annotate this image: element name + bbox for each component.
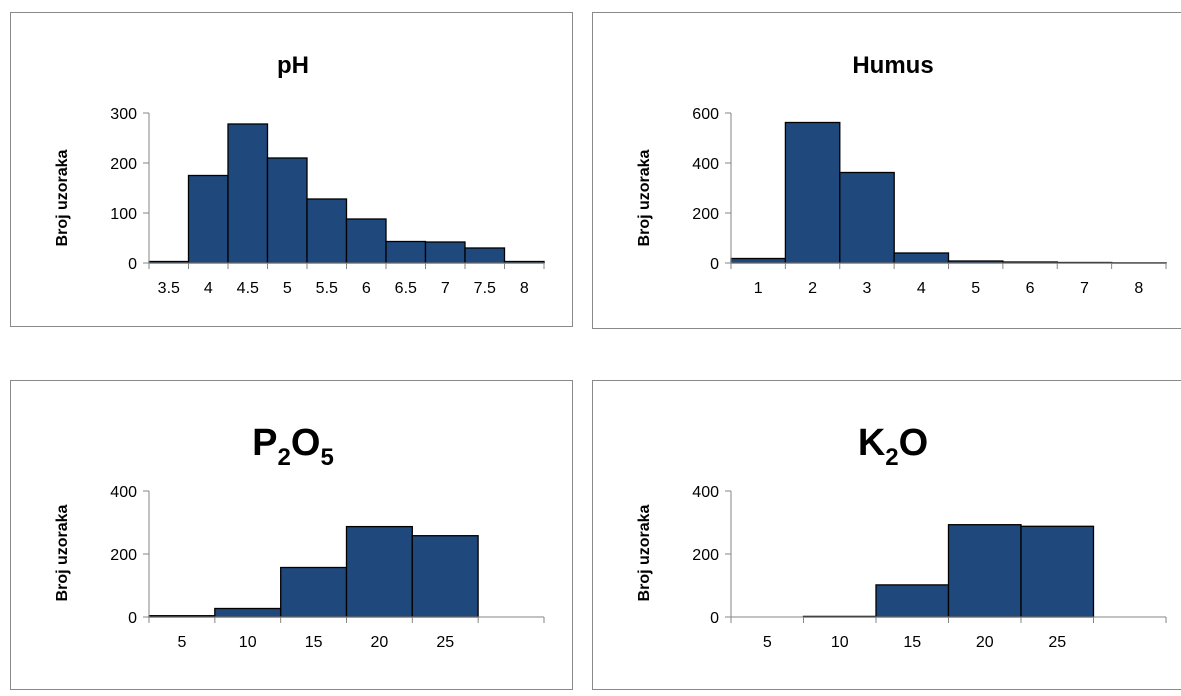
title-main: O (291, 422, 321, 464)
bar (307, 199, 347, 263)
x-tick-label: 4 (204, 280, 213, 297)
y-tick-label: 0 (128, 256, 137, 273)
y-tick-label: 400 (692, 156, 719, 173)
x-tick-label: 25 (1048, 634, 1066, 651)
chart-k2o: K2O Broj uzoraka 0 200 400 5 10 15 20 25 (593, 381, 1181, 691)
chart-title: P2O5 (252, 422, 334, 471)
bar (465, 248, 505, 263)
x-tick-label: 5 (763, 634, 772, 651)
bar (228, 124, 268, 263)
title-subscript: 2 (885, 444, 898, 471)
y-tick-label: 400 (692, 484, 719, 501)
x-tick-label: 6 (1026, 280, 1035, 297)
title-subscript: 5 (320, 444, 333, 471)
x-tick-label: 8 (1134, 280, 1143, 297)
y-axis-label: Broj uzoraka (54, 149, 71, 246)
x-tick-label: 15 (305, 634, 323, 651)
x-tick-label: 1 (754, 280, 763, 297)
bar (949, 525, 1022, 617)
y-tick-label: 200 (110, 156, 137, 173)
x-tick-label: 10 (239, 634, 257, 651)
x-tick-label: 3.5 (158, 280, 180, 297)
bar (189, 176, 229, 264)
title-subscript: 2 (278, 444, 291, 471)
chart-panel-k2o: K2O Broj uzoraka 0 200 400 5 10 15 20 25 (592, 380, 1181, 690)
title-main: P (252, 422, 277, 464)
x-tick-label: 4.5 (237, 280, 259, 297)
bar (386, 242, 426, 264)
bar (1021, 526, 1094, 617)
x-tick-label: 25 (436, 634, 454, 651)
x-tick-label: 15 (903, 634, 921, 651)
x-tick-label: 5 (971, 280, 980, 297)
bar (347, 527, 413, 617)
y-tick-label: 200 (692, 547, 719, 564)
chart-ph: pH Broj uzoraka 0 100 200 300 3.5 4 4.5 5 5.5 6 6.… (11, 13, 574, 328)
bar (876, 585, 949, 617)
x-tick-label: 5 (283, 280, 292, 297)
x-tick-label: 2 (808, 280, 817, 297)
chart-humus: Humus Broj uzoraka 0 200 400 600 1 2 3 4 5 6 7 8 (593, 13, 1181, 330)
x-tick-label: 8 (520, 280, 529, 297)
y-tick-label: 100 (110, 206, 137, 223)
x-tick-label: 10 (831, 634, 849, 651)
chart-panel-humus: Humus Broj uzoraka 0 200 400 600 1 2 3 4 5 6 7 8 (592, 12, 1181, 329)
y-axis-label: Broj uzoraka (636, 149, 653, 246)
bar (785, 123, 839, 264)
title-main: O (899, 422, 929, 464)
y-axis-label: Broj uzoraka (636, 504, 653, 601)
x-tick-label: 5.5 (316, 280, 338, 297)
bar (347, 219, 387, 263)
chart-panel-ph: pH Broj uzoraka 0 100 200 300 3.5 4 4.5 5 5.5 6 6.… (10, 12, 573, 327)
bar (412, 536, 478, 617)
y-tick-label: 0 (710, 256, 719, 273)
chart-title: Humus (852, 52, 933, 79)
bar (426, 242, 466, 263)
x-tick-label: 7 (441, 280, 450, 297)
x-tick-label: 20 (976, 634, 994, 651)
chart-title: K2O (858, 422, 928, 471)
title-main: K (858, 422, 886, 464)
y-tick-label: 600 (692, 106, 719, 123)
y-tick-label: 300 (110, 106, 137, 123)
chart-title: pH (277, 52, 309, 79)
bar (268, 158, 308, 263)
x-tick-label: 20 (371, 634, 389, 651)
y-tick-label: 0 (710, 610, 719, 627)
x-tick-label: 7.5 (474, 280, 496, 297)
bar (215, 609, 281, 618)
x-tick-label: 6 (362, 280, 371, 297)
y-axis-label: Broj uzoraka (54, 504, 71, 601)
y-tick-label: 200 (692, 206, 719, 223)
y-tick-label: 200 (110, 547, 137, 564)
x-tick-label: 5 (177, 634, 186, 651)
bar (840, 173, 894, 264)
y-tick-label: 0 (128, 610, 137, 627)
x-tick-label: 4 (917, 280, 926, 297)
x-tick-label: 7 (1080, 280, 1089, 297)
y-tick-label: 400 (110, 484, 137, 501)
bar (281, 568, 347, 618)
bar (894, 253, 948, 263)
bar (731, 259, 785, 264)
x-tick-label: 6.5 (395, 280, 417, 297)
x-tick-label: 3 (862, 280, 871, 297)
